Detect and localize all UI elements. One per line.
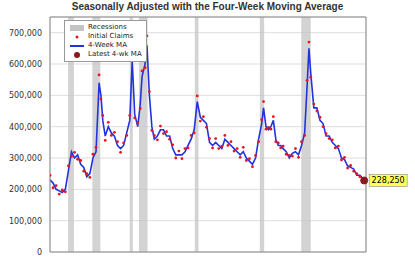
html-text:Initial Claims: Initial Claims <box>88 32 134 40</box>
svg-text:0: 0 <box>37 248 42 257</box>
html-text:Seasonally Adjusted with the F: Seasonally Adjusted with the Four-Week M… <box>71 1 344 12</box>
svg-text:500,000: 500,000 <box>9 91 42 100</box>
html-text:Recessions: Recessions <box>88 23 127 31</box>
html-text:Latest 4-wk MA: Latest 4-wk MA <box>88 50 142 58</box>
svg-text:400,000: 400,000 <box>9 123 42 132</box>
html-text:4-Week MA: 4-Week MA <box>88 41 127 49</box>
svg-text:300,000: 300,000 <box>9 154 42 163</box>
svg-text:600,000: 600,000 <box>9 60 42 69</box>
svg-text:200,000: 200,000 <box>9 185 42 194</box>
svg-text:228,250: 228,250 <box>372 176 405 185</box>
svg-text:100,000: 100,000 <box>9 217 42 226</box>
svg-text:700,000: 700,000 <box>9 29 42 38</box>
